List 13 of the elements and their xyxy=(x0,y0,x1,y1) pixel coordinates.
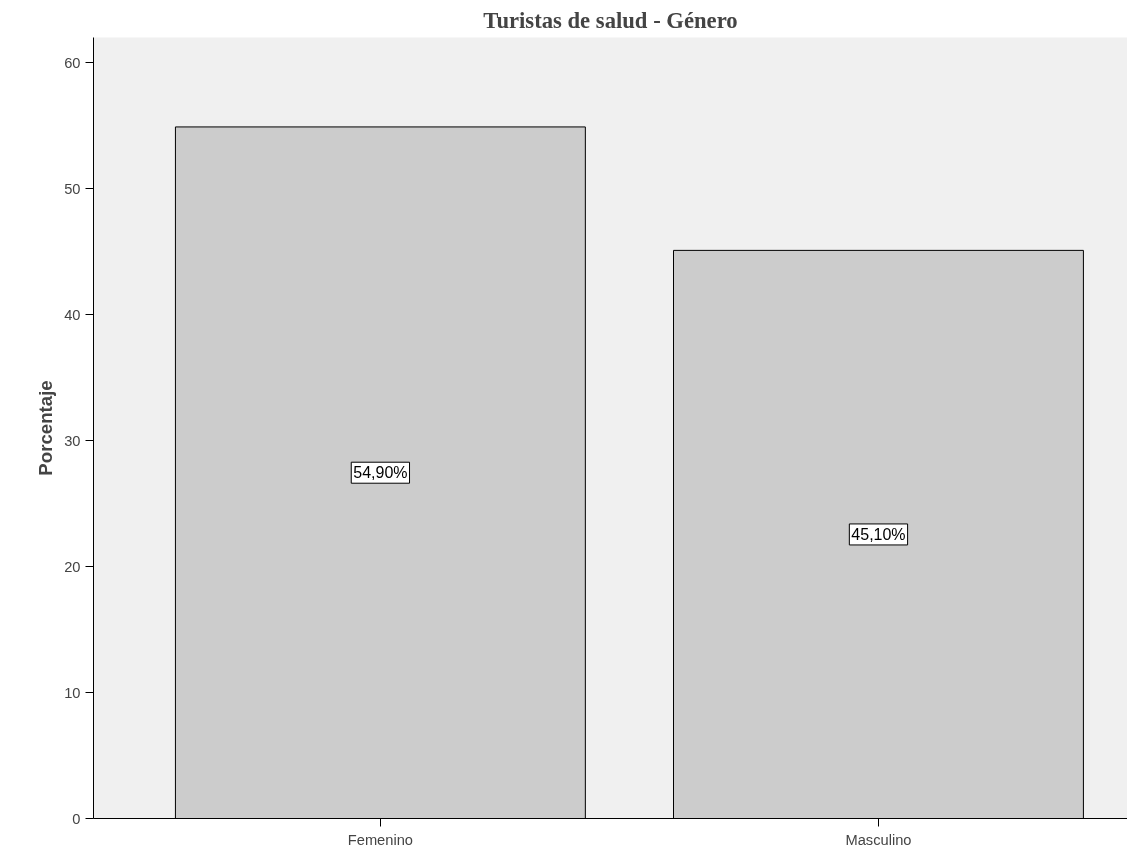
y-tick-label: 10 xyxy=(64,684,81,701)
y-tick-label: 0 xyxy=(72,810,81,827)
x-tick-label: Femenino xyxy=(347,831,413,848)
y-axis-title: Porcentaje xyxy=(35,380,57,476)
data-label: 54,90% xyxy=(353,464,408,482)
y-tick-label: 50 xyxy=(64,180,81,197)
y-tick-label: 30 xyxy=(64,432,81,449)
y-tick-label: 60 xyxy=(64,54,81,71)
y-tick-label: 40 xyxy=(64,306,81,323)
x-tick-label: Masculino xyxy=(845,831,912,848)
chart-title: Turistas de salud - Género xyxy=(483,7,738,33)
y-tick-label: 20 xyxy=(64,558,81,575)
data-label: 45,10% xyxy=(851,525,906,543)
